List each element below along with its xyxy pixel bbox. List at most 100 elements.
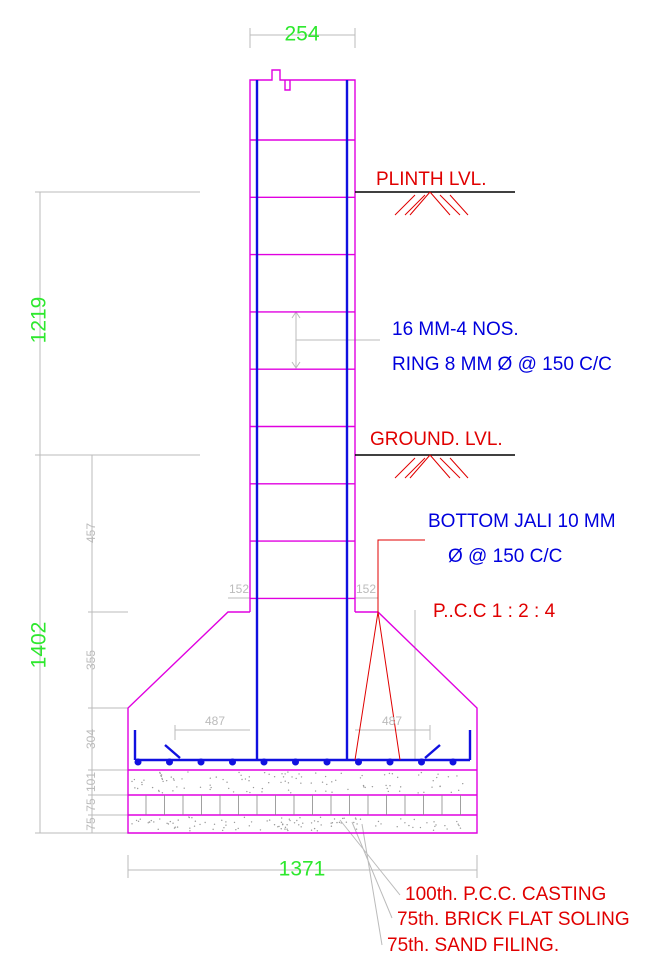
- speck: [160, 775, 162, 778]
- speck: [248, 780, 250, 782]
- speck: [248, 825, 251, 827]
- speck: [281, 823, 284, 826]
- speck: [170, 776, 172, 778]
- speck: [139, 818, 141, 820]
- speck: [223, 827, 225, 829]
- speck: [173, 779, 175, 781]
- speck: [320, 824, 322, 826]
- speck: [273, 824, 276, 826]
- speck: [176, 786, 178, 788]
- speck: [316, 830, 319, 832]
- mesh-bars: [134, 758, 457, 766]
- bar-dot: [229, 758, 236, 766]
- speck: [289, 819, 291, 822]
- speck: [250, 821, 253, 823]
- dimension: 101: [84, 772, 98, 792]
- bar-dot: [449, 758, 457, 766]
- speck: [295, 777, 297, 780]
- bar-dot: [355, 758, 362, 766]
- speck: [273, 776, 276, 778]
- speck: [204, 821, 206, 824]
- dimension: 152: [229, 582, 249, 596]
- dimension: 487: [382, 714, 402, 728]
- speck: [228, 787, 230, 790]
- speck: [222, 778, 224, 781]
- speck: [177, 819, 179, 821]
- speck: [189, 830, 191, 832]
- speck: [141, 783, 143, 786]
- speck: [233, 821, 236, 824]
- speck: [330, 825, 333, 827]
- speck: [160, 774, 163, 776]
- speck: [169, 820, 172, 823]
- speck: [261, 787, 264, 790]
- speck: [174, 826, 176, 828]
- dimension-lines: [35, 28, 478, 946]
- speck: [359, 777, 362, 779]
- bar-dot: [323, 758, 331, 766]
- speck: [317, 820, 319, 823]
- brick-soling: [145, 795, 461, 815]
- speck: [371, 785, 374, 788]
- bar-dot: [134, 758, 142, 766]
- leaders: [354, 191, 469, 761]
- speck: [436, 776, 438, 779]
- speck: [431, 786, 433, 788]
- speck: [457, 823, 459, 825]
- speck: [355, 828, 358, 830]
- speck: [325, 790, 327, 792]
- speck: [287, 782, 290, 784]
- speck: [280, 828, 282, 830]
- speck: [193, 825, 196, 827]
- speck: [141, 781, 143, 784]
- dimension: 487: [205, 714, 225, 728]
- speck: [147, 822, 149, 824]
- note: BOTTOM JALI 10 MM: [428, 511, 616, 532]
- speck: [331, 781, 333, 783]
- speck: [359, 818, 362, 820]
- speck: [284, 773, 286, 775]
- speck: [420, 771, 423, 774]
- speck: [284, 780, 286, 782]
- speck: [434, 825, 436, 828]
- speck: [167, 823, 170, 825]
- speck: [462, 782, 464, 785]
- speck: [300, 782, 302, 784]
- speck: [226, 781, 228, 783]
- speck: [336, 821, 338, 824]
- speck: [361, 774, 363, 777]
- reinforcement: [133, 80, 472, 762]
- dimension: 1402: [28, 622, 51, 669]
- speck: [333, 818, 336, 820]
- speck: [413, 818, 415, 821]
- speck: [135, 819, 138, 822]
- level-lines: [355, 191, 515, 456]
- speck: [189, 827, 191, 829]
- speck: [456, 820, 458, 823]
- speck: [388, 772, 391, 775]
- dimension: 355: [84, 650, 98, 670]
- speck: [300, 776, 303, 778]
- speck: [267, 782, 270, 784]
- speck: [150, 819, 153, 822]
- speck: [291, 776, 293, 778]
- speck: [172, 790, 174, 792]
- speck: [287, 789, 290, 791]
- speck: [284, 826, 287, 829]
- speck: [387, 790, 390, 793]
- speck: [396, 826, 398, 828]
- speck: [417, 792, 419, 794]
- rings: [250, 139, 355, 600]
- footing-outline: [127, 69, 478, 834]
- speck: [212, 828, 214, 831]
- speck: [432, 780, 434, 782]
- note: 16 MM-4 NOS.: [392, 319, 519, 340]
- speck: [288, 818, 291, 820]
- speck: [181, 778, 183, 780]
- speck: [432, 829, 435, 831]
- speck: [209, 788, 211, 791]
- bar-dot: [292, 758, 299, 766]
- speck: [157, 828, 159, 831]
- note: P..C.C 1 : 2 : 4: [433, 601, 556, 622]
